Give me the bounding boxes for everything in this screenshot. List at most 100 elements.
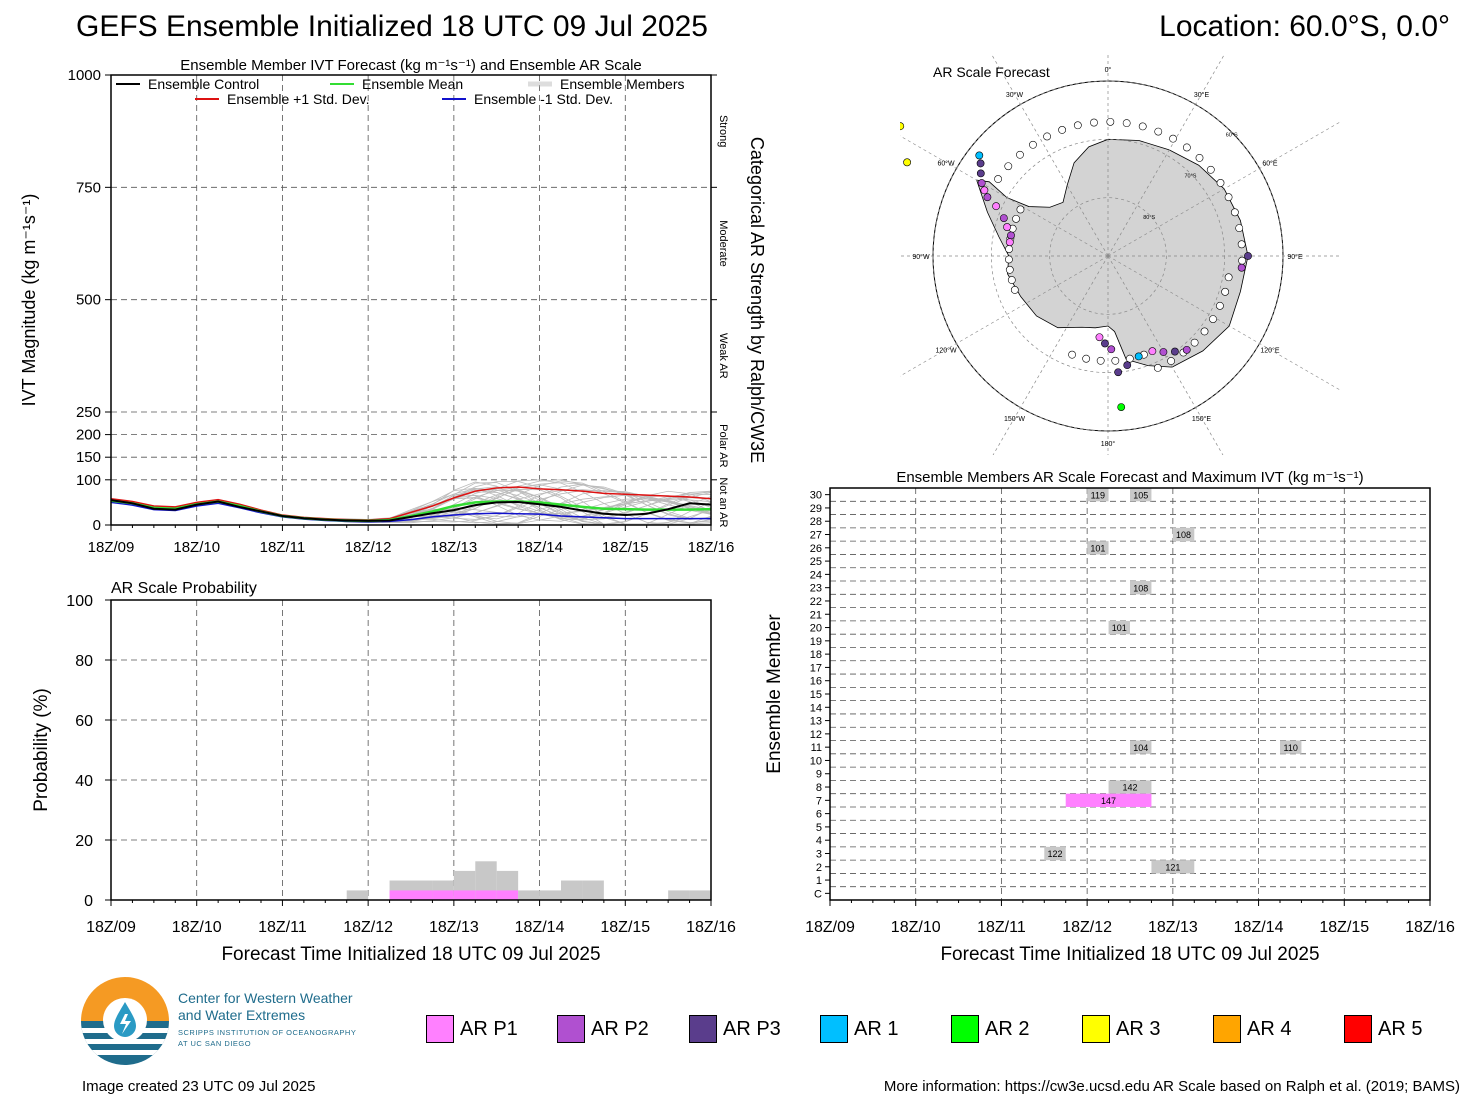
ivt-legend-label: Ensemble Control <box>148 76 259 92</box>
members-xtick-label: 18Z/10 <box>891 919 941 936</box>
ivt-legend-label: Ensemble -1 Std. Dev. <box>474 91 613 107</box>
map-ar-point <box>1182 143 1191 152</box>
members-ytick-label: 5 <box>816 822 822 834</box>
members-ytick-label: 11 <box>811 742 822 754</box>
members-ytick-label: 13 <box>810 716 822 728</box>
map-ar-point <box>903 158 912 167</box>
map-ar-point <box>1095 333 1104 342</box>
legend-item-ar-p3: AR P3 <box>689 1014 781 1044</box>
members-xtick-label: 18Z/15 <box>1319 919 1369 936</box>
prob-bar-ar-p1 <box>475 890 497 900</box>
ivt-xtick-label: 18Z/14 <box>516 539 563 556</box>
ivt-category-label: Polar AR <box>717 424 729 467</box>
map-ar-point <box>1182 345 1191 354</box>
members-bar <box>1065 793 1152 807</box>
members-xtick-label: 18Z/11 <box>977 919 1026 936</box>
map-ar-point <box>1190 338 1199 347</box>
members-title: Ensemble Members AR Scale Forecast and M… <box>896 469 1363 486</box>
members-bar-label: 101 <box>1090 543 1105 553</box>
members-ylabel: Ensemble Member <box>764 614 785 774</box>
members-ytick-label: 2 <box>816 862 822 874</box>
map-ar-point <box>1125 354 1134 363</box>
prob-ytick-label: 0 <box>84 893 93 910</box>
map-lon-line <box>991 55 1109 257</box>
members-ytick-label: 25 <box>810 556 822 568</box>
members-bar <box>1172 527 1195 542</box>
ivt-series-ensemble-1-std-dev- <box>110 486 712 521</box>
prob-frame <box>110 599 712 901</box>
map-lat-circle <box>1049 197 1167 315</box>
map-ar-point <box>1043 132 1051 141</box>
members-bar-label: 104 <box>1133 743 1148 753</box>
members-xtick-label: 18Z/14 <box>1234 919 1284 936</box>
map-ar-point <box>980 186 989 195</box>
map-ar-point <box>1206 165 1215 174</box>
prob-bar-ar-p1 <box>389 890 411 900</box>
map-lat-label: 60°S <box>1226 132 1238 138</box>
ivt-chart: Ensemble Member IVT Forecast (kg m⁻¹s⁻¹)… <box>19 57 767 556</box>
map-ar-point <box>1007 231 1015 240</box>
prob-bar-no-ar <box>582 880 604 900</box>
map-ar-point <box>1007 276 1016 284</box>
legend-label: AR P3 <box>723 1017 781 1040</box>
prob-bar-ar-p1 <box>453 890 476 900</box>
members-xtick-label: 18Z/12 <box>1062 919 1112 936</box>
ivt-xtick-label: 18Z/15 <box>602 539 649 556</box>
legend-label: AR P2 <box>591 1017 649 1040</box>
map-ar-point <box>1029 140 1037 149</box>
members-bar <box>1130 740 1152 754</box>
members-ytick-label: 19 <box>810 636 822 648</box>
members-bar-label: 147 <box>1101 796 1116 806</box>
location-label: Location: 60.0°S, 0.0° <box>1159 10 1450 43</box>
map-ar-point <box>1153 364 1162 372</box>
page-title: GEFS Ensemble Initialized 18 UTC 09 Jul … <box>76 10 708 43</box>
members-ytick-label: 17 <box>810 662 822 674</box>
map-ar-point <box>1148 347 1157 356</box>
prob-xtick-label: 18Z/13 <box>429 919 479 936</box>
map-ar-point <box>1004 162 1013 171</box>
map-ar-point <box>1159 348 1168 356</box>
map-ar-point <box>977 179 986 187</box>
map-ar-point <box>1134 352 1143 361</box>
members-xlabel: Forecast Time Initialized 18 UTC 09 Jul … <box>940 944 1319 965</box>
map-ar-point <box>1209 315 1217 323</box>
map-lon-line <box>900 255 1109 377</box>
map-ar-point <box>1101 339 1109 348</box>
map-ar-point <box>1058 126 1067 134</box>
members-bar <box>1087 488 1109 502</box>
members-ytick-label: 22 <box>810 596 822 608</box>
prob-xtick-label: 18Z/11 <box>258 919 307 936</box>
map-ar-point <box>983 193 992 202</box>
members-ytick-label: 24 <box>810 569 822 581</box>
map-lon-label: 60°W <box>937 160 955 168</box>
logo-emblem <box>81 977 169 1065</box>
prob-ytick-label: 100 <box>66 593 93 610</box>
map-lon-label: 90°E <box>1287 253 1303 261</box>
legend-item-ar-2: AR 2 <box>951 1014 1029 1044</box>
logo-line3: SCRIPPS INSTITUTION OF OCEANOGRAPHY <box>178 1028 357 1037</box>
map-lon-label: 90°W <box>912 253 930 261</box>
legend-item-ar-4: AR 4 <box>1213 1014 1291 1044</box>
map-ar-point <box>1244 252 1252 260</box>
legend-swatch <box>1344 1015 1372 1043</box>
map-ar-point <box>1010 286 1019 294</box>
prob-bar-no-ar <box>689 890 711 900</box>
map-title: AR Scale Forecast <box>933 64 1050 80</box>
ivt-category-label: Not an AR <box>717 477 729 527</box>
legend-label: AR P1 <box>460 1017 518 1040</box>
ivt-ytick-label: 150 <box>76 449 101 466</box>
legend-swatch <box>951 1015 979 1043</box>
created-timestamp: Image created 23 UTC 09 Jul 2025 <box>82 1078 316 1095</box>
prob-bar-ar-p1 <box>496 890 519 900</box>
ivt-xtick-label: 18Z/16 <box>688 539 735 556</box>
prob-bar-no-ar <box>561 880 583 900</box>
prob-bar-no-ar <box>518 890 540 900</box>
prob-bar-ar-p1 <box>411 890 433 900</box>
legend-swatch <box>557 1015 585 1043</box>
map-ar-point <box>1169 134 1177 143</box>
members-bar-label: 108 <box>1176 530 1191 540</box>
map-lon-line <box>1107 255 1340 391</box>
map-ar-point <box>1114 368 1123 377</box>
members-ytick-label: 30 <box>810 490 822 502</box>
map-ar-point <box>1237 240 1246 249</box>
